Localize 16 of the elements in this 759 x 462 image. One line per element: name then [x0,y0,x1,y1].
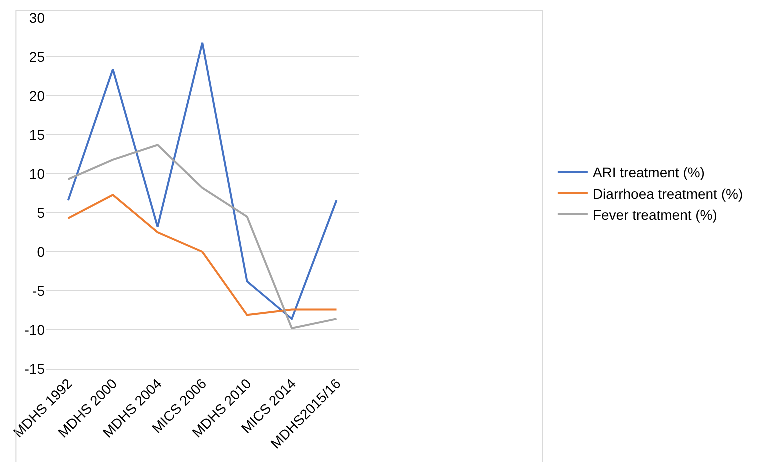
line-series [67,194,338,316]
y-tick-label: 15 [29,126,46,143]
legend-label: ARI treatment (%) [592,164,705,181]
y-tick-label: -5 [32,282,46,299]
y-tick-label: -10 [24,322,46,338]
y-tick-label: 10 [29,166,46,182]
y-tick-label: 0 [37,244,46,260]
legend-label: Diarrhoea treatment (%) [592,186,744,202]
y-tick-label: 5 [37,204,46,221]
line-series [67,144,338,330]
y-tick-label: 30 [29,10,46,26]
y-tick-label: -15 [24,360,46,377]
y-tick-label: 25 [29,48,46,65]
y-tick-label: 20 [29,88,46,104]
legend-label: Fever treatment (%) [592,206,718,223]
line-series [67,42,338,320]
